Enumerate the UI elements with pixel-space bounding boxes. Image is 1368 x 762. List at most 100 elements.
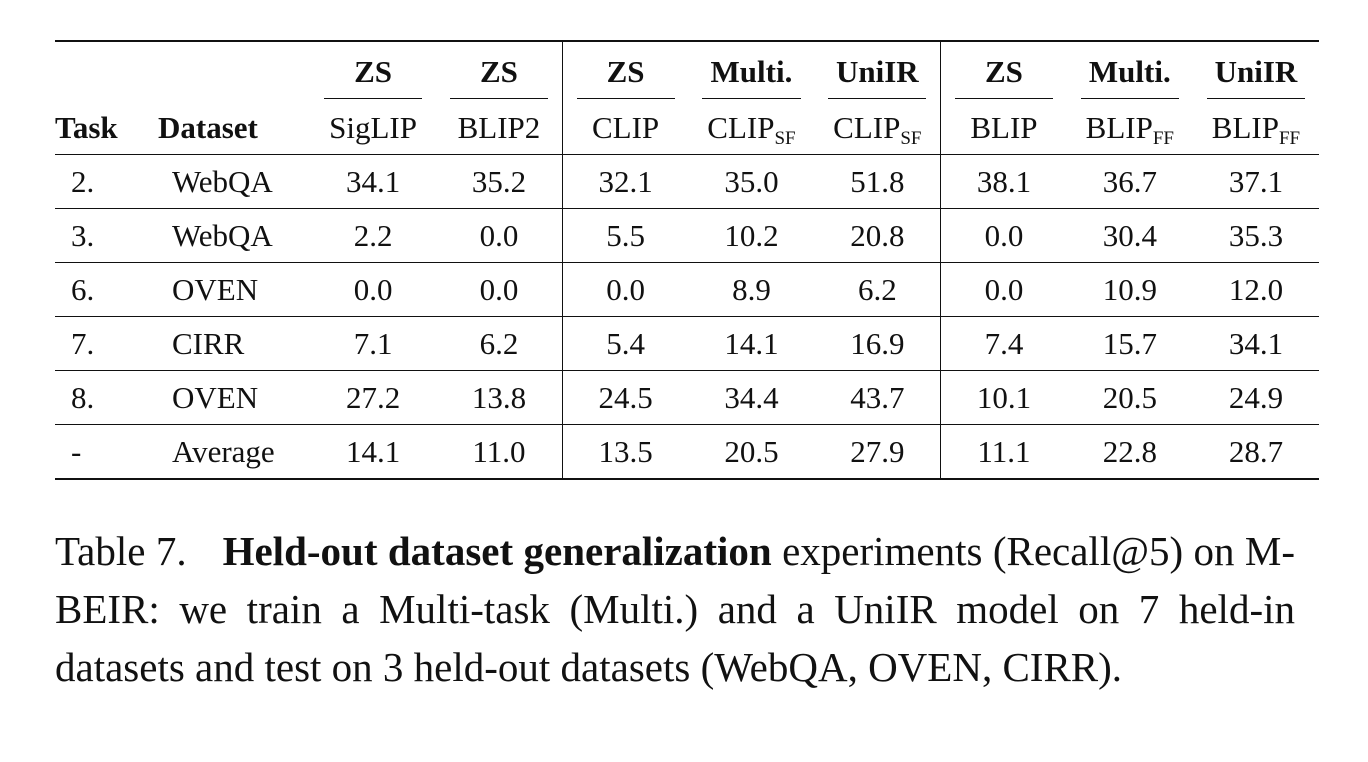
dataset-cell: OVEN bbox=[158, 262, 310, 317]
table-row: 7. CIRR 7.1 6.2 5.4 14.1 16.9 7.4 15.7 34.1 bbox=[55, 316, 1319, 371]
group-header-cell: ZS bbox=[436, 40, 563, 102]
value-cell: 20.5 bbox=[1066, 370, 1193, 425]
caption-label: Table 7. bbox=[55, 528, 187, 574]
results-table-container: ZS ZS ZS Multi. UniIR ZS Multi. UniIR Ta… bbox=[55, 40, 1319, 480]
group-label: ZS bbox=[449, 54, 548, 99]
value-cell: 24.5 bbox=[561, 370, 689, 425]
group-header-cell: ZS bbox=[940, 40, 1067, 102]
group-header-row: ZS ZS ZS Multi. UniIR ZS Multi. UniIR bbox=[55, 40, 1319, 102]
group-label: UniIR bbox=[1206, 54, 1306, 99]
value-cell: 43.7 bbox=[814, 370, 941, 425]
model-subscript: FF bbox=[1278, 128, 1301, 149]
group-label: Multi. bbox=[1080, 54, 1179, 99]
dataset-header: Dataset bbox=[158, 110, 258, 145]
value-cell: 7.1 bbox=[310, 316, 437, 371]
value-cell: 11.1 bbox=[940, 424, 1067, 480]
value-cell: 22.8 bbox=[1066, 424, 1193, 480]
value-cell: 14.1 bbox=[688, 316, 815, 371]
model-name: CLIP bbox=[833, 110, 901, 145]
value-cell: 0.0 bbox=[940, 262, 1067, 317]
value-cell: 7.4 bbox=[940, 316, 1067, 371]
value-cell: 2.2 bbox=[310, 208, 437, 263]
value-cell: 8.9 bbox=[688, 262, 815, 317]
group-header-cell: Multi. bbox=[688, 40, 815, 102]
model-header: SigLIP bbox=[310, 102, 436, 155]
model-name: BLIP bbox=[1211, 110, 1279, 145]
value-cell: 37.1 bbox=[1192, 154, 1319, 209]
task-cell: - bbox=[55, 424, 158, 480]
value-cell: 0.0 bbox=[310, 262, 437, 317]
value-cell: 5.4 bbox=[561, 316, 689, 371]
value-cell: 0.0 bbox=[436, 208, 563, 263]
task-header: Task bbox=[55, 110, 118, 145]
value-cell: 15.7 bbox=[1066, 316, 1193, 371]
model-name: SigLIP bbox=[329, 110, 417, 145]
table-row: 8. OVEN 27.2 13.8 24.5 34.4 43.7 10.1 20.5 24.9 bbox=[55, 370, 1319, 425]
value-cell: 35.3 bbox=[1192, 208, 1319, 263]
value-cell: 32.1 bbox=[561, 154, 689, 209]
empty-header-cell bbox=[55, 40, 158, 102]
group-header-cell: UniIR bbox=[814, 40, 941, 102]
value-cell: 34.1 bbox=[1192, 316, 1319, 371]
group-label: ZS bbox=[323, 54, 423, 99]
value-cell: 5.5 bbox=[561, 208, 689, 263]
value-cell: 10.9 bbox=[1066, 262, 1193, 317]
value-cell: 27.9 bbox=[814, 424, 941, 480]
model-header: BLIP2 bbox=[436, 102, 562, 155]
value-cell: 0.0 bbox=[940, 208, 1067, 263]
empty-header-cell bbox=[158, 40, 310, 102]
task-cell: 8. bbox=[55, 370, 158, 425]
value-cell: 11.0 bbox=[436, 424, 563, 480]
group-label: ZS bbox=[576, 54, 675, 99]
value-cell: 13.8 bbox=[436, 370, 563, 425]
task-cell: 7. bbox=[55, 316, 158, 371]
caption-text: experiments (Recall@5) on M-BEIR: we tra… bbox=[55, 528, 1295, 690]
group-header-cell: ZS bbox=[310, 40, 437, 102]
table-body: 2. WebQA 34.1 35.2 32.1 35.0 51.8 38.1 36.7 37.1 3… bbox=[55, 154, 1319, 480]
value-cell: 13.5 bbox=[561, 424, 689, 480]
value-cell: 35.0 bbox=[688, 154, 815, 209]
value-cell: 12.0 bbox=[1192, 262, 1319, 317]
table-caption: Table 7. Held-out dataset generalization … bbox=[55, 522, 1295, 696]
group-label: UniIR bbox=[828, 54, 927, 99]
task-cell: 3. bbox=[55, 208, 158, 263]
model-header-row: Task Dataset SigLIP BLIP2 CLIP CLIPSF CL… bbox=[55, 102, 1319, 155]
value-cell: 14.1 bbox=[310, 424, 437, 480]
value-cell: 10.2 bbox=[688, 208, 815, 263]
dataset-cell: WebQA bbox=[158, 208, 310, 263]
value-cell: 10.1 bbox=[940, 370, 1067, 425]
task-cell: 2. bbox=[55, 154, 158, 209]
value-cell: 20.5 bbox=[688, 424, 815, 480]
task-cell: 6. bbox=[55, 262, 158, 317]
value-cell: 16.9 bbox=[814, 316, 941, 371]
value-cell: 28.7 bbox=[1192, 424, 1319, 480]
value-cell: 27.2 bbox=[310, 370, 437, 425]
model-subscript: SF bbox=[900, 128, 922, 149]
group-header-cell: UniIR bbox=[1192, 40, 1319, 102]
value-cell: 34.1 bbox=[310, 154, 437, 209]
dataset-cell: CIRR bbox=[158, 316, 310, 371]
results-table: ZS ZS ZS Multi. UniIR ZS Multi. UniIR Ta… bbox=[55, 40, 1319, 480]
model-name: BLIP bbox=[970, 110, 1038, 145]
model-header: BLIP bbox=[940, 102, 1067, 155]
model-subscript: SF bbox=[774, 128, 796, 149]
model-name: BLIP bbox=[1085, 110, 1153, 145]
group-label: Multi. bbox=[702, 54, 801, 99]
group-label: ZS bbox=[954, 54, 1053, 99]
dataset-cell: OVEN bbox=[158, 370, 310, 425]
dataset-cell: Average bbox=[158, 424, 310, 480]
model-name: CLIP bbox=[591, 110, 660, 145]
model-header: BLIPFF bbox=[1067, 102, 1193, 155]
model-header: CLIPSF bbox=[688, 102, 814, 155]
value-cell: 38.1 bbox=[940, 154, 1067, 209]
value-cell: 24.9 bbox=[1192, 370, 1319, 425]
table-row: 3. WebQA 2.2 0.0 5.5 10.2 20.8 0.0 30.4 35.3 bbox=[55, 208, 1319, 263]
table-row: - Average 14.1 11.0 13.5 20.5 27.9 11.1 22.8 28.7 bbox=[55, 424, 1319, 480]
caption-bold-title: Held-out dataset generalization bbox=[222, 528, 772, 574]
value-cell: 30.4 bbox=[1066, 208, 1193, 263]
table-row: 2. WebQA 34.1 35.2 32.1 35.0 51.8 38.1 36.7 37.1 bbox=[55, 154, 1319, 209]
value-cell: 0.0 bbox=[436, 262, 563, 317]
model-header: CLIPSF bbox=[815, 102, 941, 155]
value-cell: 6.2 bbox=[436, 316, 563, 371]
